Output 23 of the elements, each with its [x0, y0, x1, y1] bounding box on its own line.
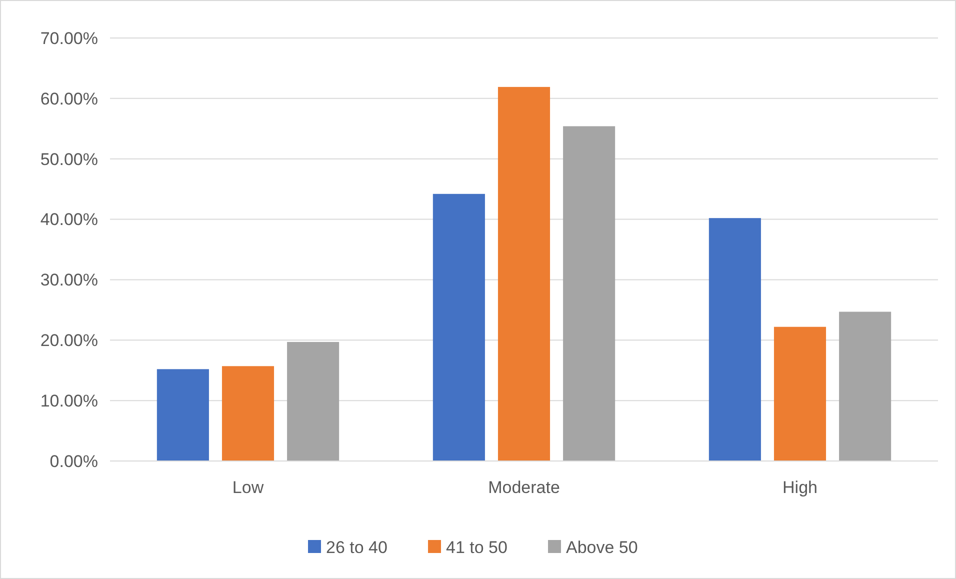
- bar: [156, 369, 209, 461]
- legend-label: 41 to 50: [446, 538, 508, 557]
- y-tick-label: 0.00%: [50, 452, 98, 471]
- y-tick-label: 10.00%: [40, 392, 98, 411]
- bar: [498, 86, 550, 461]
- bar: [222, 366, 274, 461]
- bar: [839, 312, 892, 461]
- bar: [287, 342, 340, 461]
- bar: [432, 194, 485, 461]
- legend-label: Above 50: [566, 538, 638, 557]
- bar: [563, 126, 616, 461]
- y-tick-label: 70.00%: [40, 28, 98, 48]
- bar: [708, 218, 761, 461]
- y-tick-label: 30.00%: [40, 270, 98, 290]
- y-tick-label: 20.00%: [40, 331, 98, 350]
- y-tick-label: 40.00%: [40, 210, 98, 230]
- y-tick-label: 60.00%: [40, 89, 98, 108]
- bar: [774, 326, 826, 461]
- y-tick-label: 50.00%: [40, 150, 98, 169]
- x-tick-label: Low: [232, 478, 264, 497]
- x-tick-label: High: [782, 478, 818, 497]
- legend-label: 26 to 40: [326, 538, 388, 557]
- x-tick-label: Moderate: [488, 478, 560, 497]
